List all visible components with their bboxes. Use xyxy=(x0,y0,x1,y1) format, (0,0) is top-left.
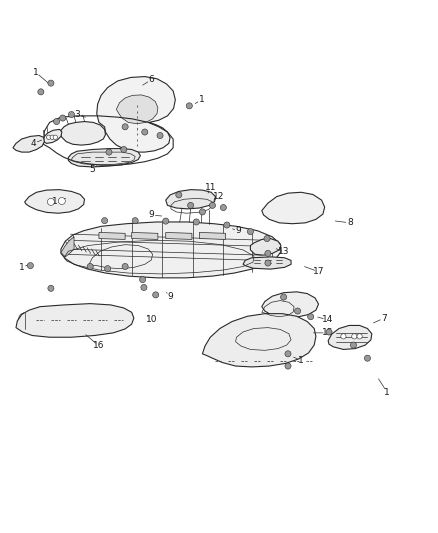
Circle shape xyxy=(60,115,66,121)
Circle shape xyxy=(140,277,146,282)
Circle shape xyxy=(265,260,271,266)
Circle shape xyxy=(48,285,54,292)
Circle shape xyxy=(285,363,291,369)
Circle shape xyxy=(53,118,60,125)
Text: 15: 15 xyxy=(321,328,333,337)
Circle shape xyxy=(122,124,128,130)
Circle shape xyxy=(264,236,270,241)
Circle shape xyxy=(326,329,332,335)
Circle shape xyxy=(187,203,194,208)
Text: 8: 8 xyxy=(347,219,353,228)
Text: 5: 5 xyxy=(89,165,95,174)
Polygon shape xyxy=(243,257,291,269)
Circle shape xyxy=(68,111,74,118)
Circle shape xyxy=(364,355,371,361)
Circle shape xyxy=(209,203,215,208)
Circle shape xyxy=(53,135,57,140)
Circle shape xyxy=(341,334,346,339)
Text: 12: 12 xyxy=(213,192,225,201)
Polygon shape xyxy=(328,326,372,350)
Circle shape xyxy=(27,263,33,269)
Circle shape xyxy=(352,334,357,339)
Polygon shape xyxy=(25,190,85,213)
Circle shape xyxy=(224,222,230,228)
Polygon shape xyxy=(251,239,281,255)
Circle shape xyxy=(186,103,192,109)
Text: 4: 4 xyxy=(31,139,36,148)
Circle shape xyxy=(220,205,226,211)
Text: 17: 17 xyxy=(313,267,324,276)
Text: 13: 13 xyxy=(278,247,290,256)
Polygon shape xyxy=(13,135,44,152)
Polygon shape xyxy=(166,232,192,239)
Polygon shape xyxy=(99,232,125,239)
Polygon shape xyxy=(117,95,158,124)
Text: 1: 1 xyxy=(199,95,205,104)
Text: 14: 14 xyxy=(321,315,333,324)
Polygon shape xyxy=(42,130,62,143)
Circle shape xyxy=(102,217,108,224)
Polygon shape xyxy=(132,232,158,239)
Circle shape xyxy=(294,308,300,314)
Circle shape xyxy=(122,263,128,270)
Polygon shape xyxy=(202,313,316,367)
Polygon shape xyxy=(61,237,74,257)
Circle shape xyxy=(46,135,51,140)
Circle shape xyxy=(193,219,199,225)
Text: 9: 9 xyxy=(236,226,241,235)
Circle shape xyxy=(281,294,287,300)
Circle shape xyxy=(265,251,271,256)
Polygon shape xyxy=(97,77,175,152)
Polygon shape xyxy=(199,232,226,239)
Circle shape xyxy=(157,133,163,139)
Text: 11: 11 xyxy=(205,182,216,191)
Text: 7: 7 xyxy=(381,313,387,322)
Text: 3: 3 xyxy=(74,110,80,119)
Circle shape xyxy=(247,229,254,235)
Text: 6: 6 xyxy=(148,75,154,84)
Circle shape xyxy=(199,209,205,215)
Circle shape xyxy=(307,313,314,320)
Polygon shape xyxy=(61,222,281,278)
Polygon shape xyxy=(16,304,134,337)
Text: 1: 1 xyxy=(384,387,390,397)
Polygon shape xyxy=(262,192,325,224)
Circle shape xyxy=(87,263,93,270)
Circle shape xyxy=(357,334,362,339)
Text: 1: 1 xyxy=(298,356,304,365)
Circle shape xyxy=(58,198,65,205)
Circle shape xyxy=(152,292,159,298)
Circle shape xyxy=(50,135,54,140)
Circle shape xyxy=(106,149,112,155)
Circle shape xyxy=(141,285,147,290)
Text: 9: 9 xyxy=(148,211,154,220)
Polygon shape xyxy=(68,149,141,167)
Polygon shape xyxy=(166,190,215,209)
Circle shape xyxy=(105,265,111,272)
Text: 16: 16 xyxy=(93,342,105,351)
Circle shape xyxy=(350,342,357,348)
Circle shape xyxy=(132,217,138,224)
Text: 9: 9 xyxy=(167,292,173,301)
Circle shape xyxy=(176,192,182,198)
Polygon shape xyxy=(60,122,106,145)
Text: 10: 10 xyxy=(145,315,157,324)
Polygon shape xyxy=(262,292,318,317)
Circle shape xyxy=(38,89,44,95)
Circle shape xyxy=(285,351,291,357)
Circle shape xyxy=(48,80,54,86)
Text: 1: 1 xyxy=(19,263,25,272)
Circle shape xyxy=(47,198,54,205)
Circle shape xyxy=(121,147,127,152)
Circle shape xyxy=(142,129,148,135)
Circle shape xyxy=(162,218,169,224)
Text: 1: 1 xyxy=(33,68,39,77)
Text: 1: 1 xyxy=(53,197,58,206)
